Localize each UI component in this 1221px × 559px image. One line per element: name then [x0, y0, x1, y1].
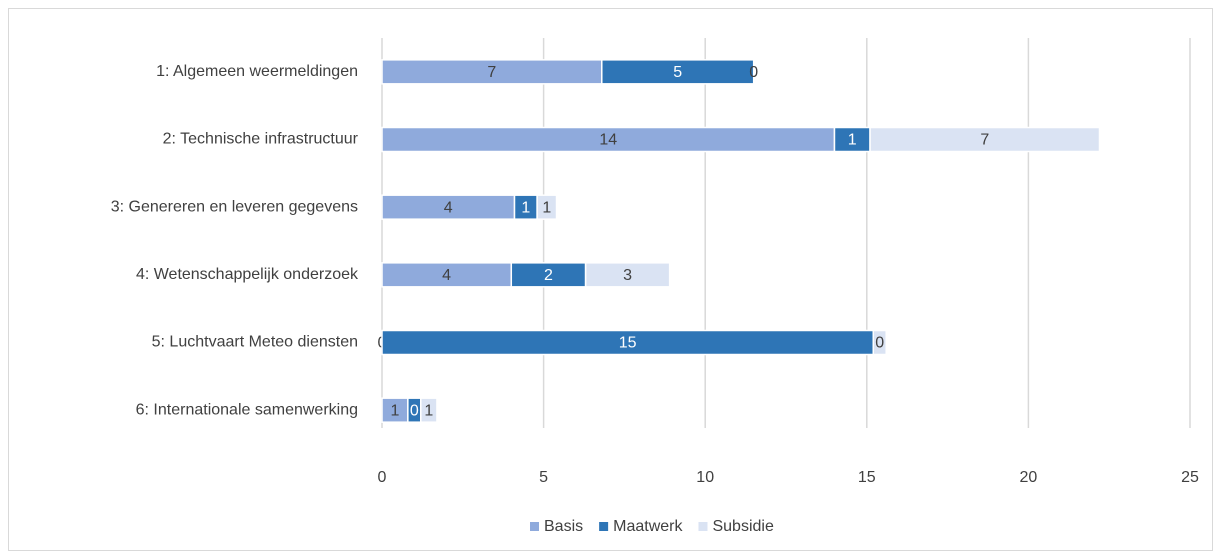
bar-segment — [536, 194, 558, 220]
bar-segment — [381, 329, 875, 356]
bar-segment — [510, 262, 587, 288]
data-label: 7 — [980, 132, 989, 149]
data-label: 1 — [542, 199, 551, 216]
data-label: 4 — [442, 267, 451, 284]
y-tick-label: 2: Technische infrastructuur — [163, 131, 359, 148]
bar-segment — [381, 126, 836, 153]
data-label: 1 — [521, 199, 530, 216]
data-label: 7 — [487, 64, 496, 81]
data-label: 0 — [875, 335, 884, 352]
data-label: 1 — [424, 402, 433, 419]
x-tick-label: 10 — [696, 469, 714, 486]
x-tick-label: 0 — [378, 469, 387, 486]
y-tick-label: 1: Algemeen weermeldingen — [156, 63, 358, 80]
data-label: 0 — [749, 64, 758, 81]
x-tick-label: 20 — [1020, 469, 1038, 486]
bar-segment — [381, 397, 409, 423]
data-label: 3 — [623, 267, 632, 284]
x-tick-label: 5 — [539, 469, 548, 486]
legend-swatch — [530, 522, 539, 531]
bar-segment — [869, 126, 1101, 153]
legend-swatch — [599, 522, 609, 531]
data-label: 5 — [673, 64, 682, 81]
y-tick-label: 3: Genereren en leveren gegevens — [111, 198, 358, 215]
legend-label: Basis — [544, 518, 583, 535]
data-label: 1 — [390, 402, 399, 419]
y-tick-label: 6: Internationale samenwerking — [136, 401, 358, 418]
bar-segment — [872, 329, 887, 356]
x-tick-label: 25 — [1181, 469, 1199, 486]
x-tick-label: 15 — [858, 469, 876, 486]
bar-segment — [584, 262, 671, 288]
data-label: 4 — [444, 199, 453, 216]
data-label: 2 — [544, 267, 553, 284]
data-label: 1 — [848, 132, 857, 149]
y-tick-label: 4: Wetenschappelijk onderzoek — [136, 266, 359, 283]
bar-segment — [381, 194, 516, 220]
bar-segment — [420, 397, 438, 423]
y-tick-label: 5: Luchtvaart Meteo diensten — [152, 334, 358, 351]
bar-segment — [833, 126, 871, 153]
bar-segment — [601, 59, 755, 85]
data-label: 14 — [599, 132, 617, 149]
legend-label: Maatwerk — [613, 518, 683, 535]
data-label: 0 — [410, 402, 419, 419]
legend-label: Subsidie — [712, 518, 773, 535]
data-label: 15 — [619, 335, 637, 352]
legend-swatch — [698, 522, 708, 531]
